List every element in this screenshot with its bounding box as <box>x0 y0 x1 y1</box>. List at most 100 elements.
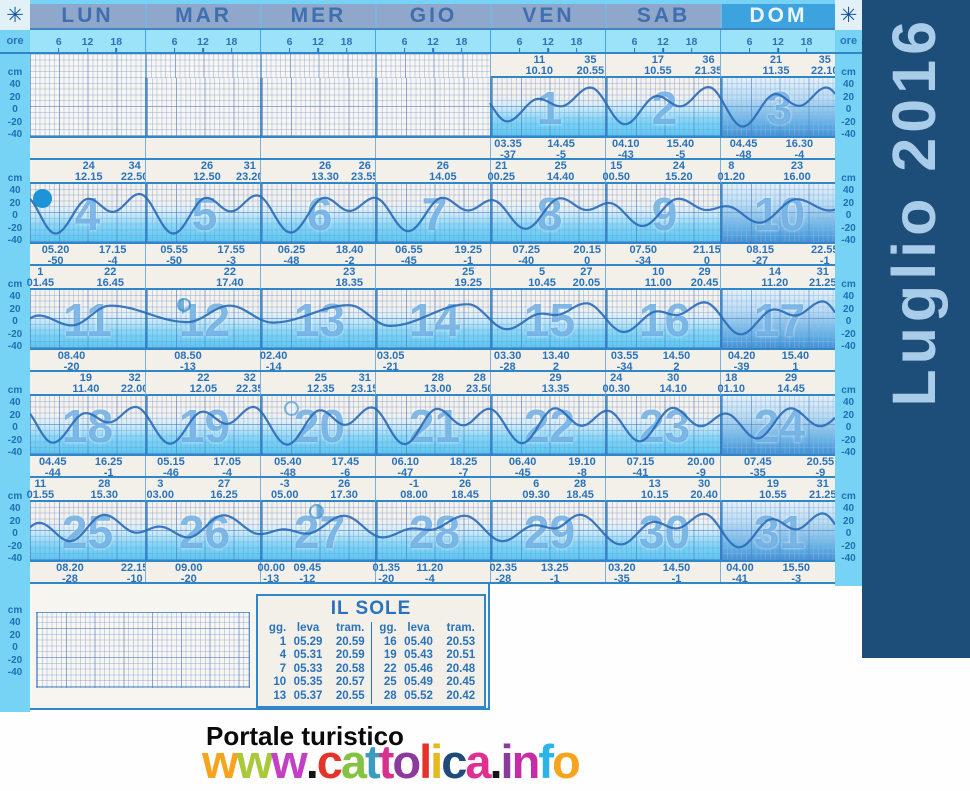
hour-tick: 6 <box>287 37 292 52</box>
tide-time: 18.25 <box>449 456 478 468</box>
cm-tick: 0 <box>12 422 18 434</box>
low-tide-cell: 01.35 -20 11.20 -4 <box>372 562 490 585</box>
tide-time: 22.55 <box>810 244 839 256</box>
day-number: 5 <box>191 188 218 240</box>
tide-time: 18.40 <box>335 244 364 256</box>
tide-time: 07.15 <box>626 456 655 468</box>
tide-high-entry: 28 13.00 <box>424 373 452 394</box>
tide-height: -43 <box>617 148 634 161</box>
cm-scale: cm 40 20 0 -20 -40 <box>835 173 862 247</box>
sole-column: gg. leva tram. 16 05.40 20.53 19 05.43 20.51 22 05… <box>370 622 482 704</box>
low-tide-cell: 02.40 -14 <box>260 350 375 372</box>
high-tide-cell: 24 00.30 30 14.10 <box>602 372 720 396</box>
tide-high-entry: 26 23.55 <box>351 161 379 182</box>
tide-low-entry: 05.55 -50 <box>160 245 188 266</box>
week-row-5: 11 01.55 28 15.30 3 03.00 27 16.25 -3 05.00 26 17.3… <box>27 478 836 585</box>
cm-tick: -40 <box>7 341 23 353</box>
tide-low-entry: 04.20 -39 <box>728 351 756 372</box>
tide-height: -20 <box>378 572 395 585</box>
day-number: 30 <box>638 506 691 558</box>
tide-high-entry: 35 22.10 <box>811 55 839 76</box>
weekday-lun: LUN <box>61 4 114 27</box>
tide-time: 20.45 <box>690 276 719 289</box>
tide-high-entry: 30 14.10 <box>660 373 688 394</box>
tide-height: -1 <box>103 466 114 479</box>
low-tide-cell: 09.00 -20 <box>145 562 260 584</box>
tide-height: -1 <box>549 572 560 585</box>
day-number: 17 <box>753 294 806 346</box>
tide-time: 00.25 <box>487 170 516 183</box>
hour-tick: 6 <box>172 37 177 52</box>
high-tide-cell: 8 01.20 23 16.00 <box>717 160 835 184</box>
low-tide-cell: 03.55 -34 14.50 2 <box>605 350 720 372</box>
hour-tick: 12 <box>772 37 784 52</box>
sole-cell: 20.51 <box>446 649 476 662</box>
tide-time: 18.35 <box>335 276 364 289</box>
tide-time: 10.15 <box>640 488 669 501</box>
bottom-row: IL SOLE gg. leva tram. 1 05.29 20.59 4 05.31 20.… <box>30 584 490 710</box>
low-tide-cell: 08.20 -28 22.15 -10 <box>30 562 148 584</box>
tide-high-entry: 17 10.55 <box>644 55 672 76</box>
moon-phase-new-icon <box>33 189 52 208</box>
cm-tick: -20 <box>841 328 856 340</box>
ore-day-cell: 6 12 18 <box>260 30 375 52</box>
sun-table-columns: gg. leva tram. 1 05.29 20.59 4 05.31 20.59 7 05.33… <box>258 622 484 704</box>
tide-height: -35 <box>613 572 630 585</box>
tide-height: 26 <box>319 160 332 172</box>
sole-cell: 05.46 <box>404 662 433 675</box>
cm-tick: 40 <box>842 185 855 197</box>
tide-high-entry: 1 01.45 <box>27 267 55 288</box>
sole-row: 1 05.29 20.59 <box>261 636 371 650</box>
moon-phase-full-icon <box>284 401 299 416</box>
day-chart-cell: 25 <box>30 502 145 560</box>
tide-time: 04.10 <box>612 138 640 150</box>
ore-day-cell: 6 12 18 <box>605 30 720 52</box>
tide-high-entry: 29 20.45 <box>691 267 719 288</box>
tide-time: 12.35 <box>307 382 335 395</box>
day-chart-cell: 15 <box>490 290 605 348</box>
day-number: 7 <box>421 188 448 240</box>
tide-height: 31 <box>816 478 829 490</box>
high-tide-cell: 22 12.05 32 22.35 <box>145 372 264 396</box>
cm-tick: -40 <box>841 447 856 459</box>
tide-time: 19.25 <box>454 276 482 289</box>
tide-time: 07.50 <box>629 244 657 256</box>
cm-scale: cm 40 20 0 -20 -40 <box>0 491 30 565</box>
cm-tick: 0 <box>845 316 852 328</box>
month-sidebar: Luglio 2016 <box>862 0 970 658</box>
low-tide-strip: 03.35 -37 14.45 -5 04.10 -43 15.40 -5 04.45 -48 16… <box>30 136 835 160</box>
high-tide-cell: -3 05.00 26 17.30 <box>260 478 375 502</box>
tide-height: -45 <box>400 254 417 267</box>
day-number: 26 <box>178 506 231 558</box>
tide-height: -7 <box>458 466 469 479</box>
tide-height: 28 <box>98 478 111 490</box>
tide-height: 24 <box>82 160 95 172</box>
tide-height: -1 <box>819 254 830 267</box>
day-chart-cell: 31 <box>720 502 835 560</box>
cm-tick: 20 <box>842 197 855 209</box>
tide-time: 06.25 <box>277 244 306 256</box>
day-chart-cell: 3 <box>720 78 835 136</box>
sole-cell: 4 <box>279 649 287 662</box>
right-scale-strip: ✳ ore cm 40 20 0 -20 -40 cm 40 20 0 -20 -40 cm 40 20 0-… <box>835 0 862 586</box>
tide-low-entry: 19.10 -8 <box>568 457 596 478</box>
cm-unit: cm <box>841 491 856 502</box>
tide-time: 03.05 <box>376 350 405 362</box>
hour-tick: 18 <box>801 37 812 52</box>
tide-time: 21.25 <box>808 276 837 289</box>
tide-height: 8 <box>728 160 735 172</box>
day-number: 31 <box>753 506 806 558</box>
site-logo[interactable]: www.cattolica.info <box>202 738 581 785</box>
cm-tick: 20 <box>9 197 21 209</box>
tide-low-entry: 05.40 -48 <box>274 457 302 478</box>
tide-time: 07.25 <box>512 244 540 256</box>
day-number: 21 <box>408 400 461 452</box>
sole-cell: 05.40 <box>404 635 433 648</box>
high-tide-cell: 21 11.35 35 22.10 <box>720 54 839 78</box>
tide-low-entry: 00.00 -13 <box>257 563 285 584</box>
low-tide-cell: 06.25 -48 18.40 -2 <box>260 244 375 266</box>
tide-high-entry: 19 10.55 <box>759 479 787 500</box>
sun-table-title: IL SOLE <box>330 598 412 619</box>
day-number: 20 <box>293 400 346 452</box>
